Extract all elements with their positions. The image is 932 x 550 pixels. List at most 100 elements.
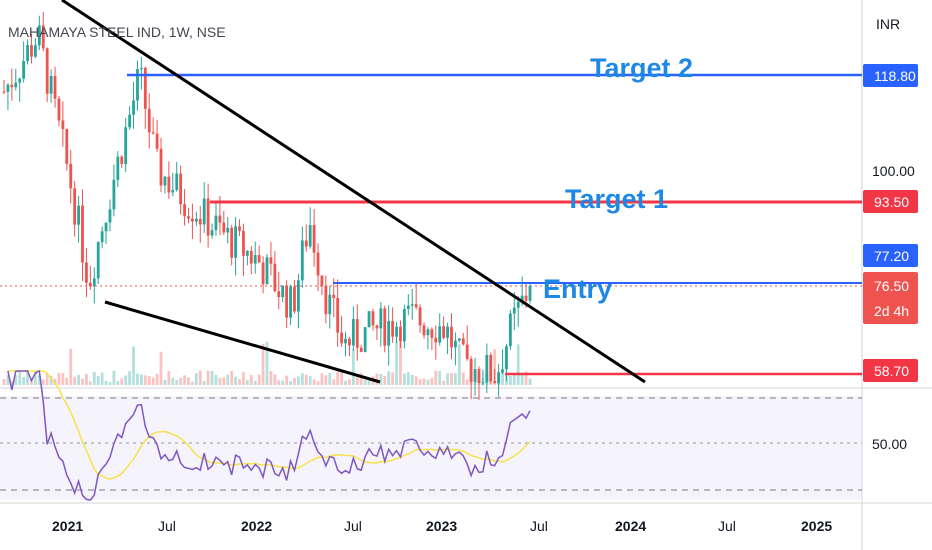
volume-bar (383, 375, 387, 385)
candle-body (379, 308, 383, 329)
candle-body (304, 240, 308, 247)
candle-body (139, 67, 143, 70)
volume-bar (465, 379, 469, 385)
candle-body (410, 304, 414, 306)
volume-bar (418, 378, 422, 385)
volume-bar (30, 380, 33, 385)
candle-body (281, 285, 285, 298)
candle-body (222, 222, 226, 233)
entry-annotation: Entry (543, 274, 612, 304)
x-tick-label: Jul (158, 518, 176, 534)
volume-bar (316, 381, 320, 385)
candle-body (430, 329, 434, 338)
rsi-line (7, 369, 531, 501)
x-tick-label: 2023 (426, 518, 457, 534)
candle-body (85, 262, 88, 283)
volume-bar (112, 370, 116, 385)
candle-body (402, 309, 406, 342)
lower-trendline[interactable] (104, 300, 381, 384)
candle-body (104, 222, 108, 232)
candle-body (6, 84, 10, 92)
candle-body (81, 205, 84, 263)
volume-bar (257, 374, 261, 385)
candle-body (473, 369, 477, 382)
target1-price-tag (863, 190, 918, 213)
entry-price-label: 76.50 (874, 278, 909, 294)
candle-body (108, 209, 112, 223)
candle-body (53, 76, 57, 99)
candle-body (265, 257, 269, 285)
volume-bar (308, 376, 312, 385)
volume-bar (128, 371, 132, 385)
candle-body (151, 132, 155, 134)
candle-body (198, 218, 202, 225)
candle-body (14, 82, 18, 88)
time-axis: 2021 Jul 2022 Jul 2023 Jul 2024 Jul 2025 (52, 518, 832, 534)
candle-body (159, 148, 163, 186)
candle-body (493, 381, 497, 384)
volume-bar (516, 344, 520, 385)
candle-body (206, 198, 210, 236)
candle-body (226, 227, 230, 233)
volume-bar (6, 374, 10, 385)
candle-body (230, 227, 234, 258)
candle-body (434, 337, 438, 343)
volume-bar (265, 341, 269, 385)
volume-bar (65, 377, 69, 385)
volume-bar (249, 375, 253, 385)
candle-body (34, 45, 37, 57)
volume-bar (375, 373, 379, 385)
x-tick-label: Jul (530, 518, 548, 534)
candle-body (312, 225, 316, 253)
volume-bar (242, 372, 245, 385)
candle-body (73, 188, 77, 225)
candle-body (202, 198, 206, 225)
bar-countdown-label: 2d 4h (874, 303, 909, 319)
candle-body (300, 240, 304, 281)
rsi-ma-line (7, 370, 531, 480)
candle-body (18, 78, 22, 83)
volume-bar (269, 371, 273, 385)
candle-body (269, 257, 273, 264)
last-price-tag (863, 244, 918, 267)
upper-trendline[interactable] (61, 0, 646, 384)
volume-bar (438, 371, 442, 385)
volume-bar (391, 372, 395, 385)
x-tick-label: 2021 (52, 518, 83, 534)
candle-body (238, 226, 241, 231)
candle-body (512, 307, 516, 314)
candle-body (30, 45, 33, 57)
candle-body (422, 325, 426, 336)
volume-bar (293, 378, 296, 385)
y-tick-label: 100.00 (872, 163, 915, 179)
candle-body (344, 338, 347, 344)
volume-bar (395, 340, 398, 385)
volume-bar (34, 370, 37, 385)
volume-bar (22, 376, 26, 385)
volume-bar (387, 371, 391, 385)
volume-bar (159, 351, 163, 385)
volume-bar (238, 379, 241, 385)
volume-bar (340, 372, 343, 385)
volume-bar (277, 380, 281, 385)
candle-body (116, 156, 120, 180)
candle-body (446, 326, 449, 338)
volume-bar (77, 374, 80, 385)
candle-body (26, 45, 29, 62)
volume-bar (312, 379, 316, 385)
candle-body (100, 231, 104, 243)
candle-body (477, 369, 481, 384)
volume-bar (324, 375, 328, 385)
candle-body (497, 372, 500, 384)
volume-bar (414, 376, 418, 385)
volume-bar (367, 379, 371, 385)
volume-bar (202, 380, 206, 385)
volume-bar (454, 373, 457, 385)
volume-bar (61, 373, 65, 385)
candle-body (183, 204, 186, 217)
candle-body (234, 226, 237, 258)
candle-body (461, 338, 465, 345)
volume-bar (120, 378, 124, 385)
